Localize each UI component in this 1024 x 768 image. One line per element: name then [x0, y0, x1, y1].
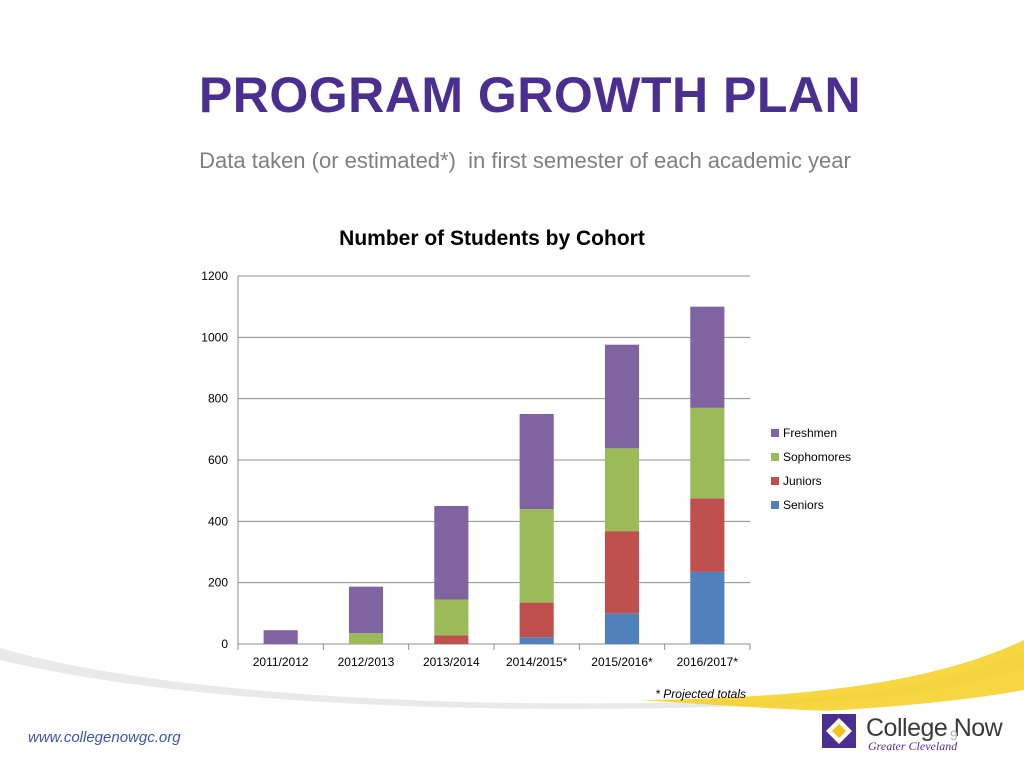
x-tick-label: 2015/2016* [591, 655, 653, 669]
y-tick-label: 0 [221, 637, 228, 651]
x-tick-label: 2011/2012 [253, 655, 309, 669]
y-tick-label: 1000 [201, 330, 228, 344]
page-number: 9 [950, 727, 958, 743]
bar-juniors-2 [434, 635, 469, 644]
slide-subtitle: Data taken (or estimated*) in first seme… [199, 148, 851, 173]
x-tick-label: 2012/2013 [338, 655, 395, 669]
bar-seniors-5 [690, 571, 725, 644]
bar-sophomores-5 [690, 407, 725, 499]
college-now-logo: College Now Greater Cleveland [822, 712, 1012, 753]
bar-freshmen-3 [519, 414, 554, 510]
legend-label-seniors: Seniors [783, 498, 824, 512]
chart-title: Number of Students by Cohort [339, 227, 645, 250]
stacked-bar-chart: Number of Students by Cohort 0 200 400 600 80… [201, 227, 851, 669]
legend-swatch-juniors [771, 477, 779, 485]
legend-swatch-seniors [771, 501, 779, 509]
bar-freshmen-5 [690, 306, 725, 408]
bar-freshmen-4 [604, 344, 640, 449]
legend-label-freshmen: Freshmen [783, 426, 837, 440]
logo-name: College Now [866, 714, 1003, 742]
bar-juniors-5 [690, 498, 725, 572]
bar-sophomores-2 [434, 599, 469, 636]
y-tick-label: 600 [208, 453, 228, 467]
y-tick-label: 400 [208, 514, 228, 528]
y-tick-label: 1200 [201, 269, 228, 283]
slide-title: PROGRAM GROWTH PLAN [198, 67, 862, 123]
chart-footnote: * Projected totals [655, 687, 746, 701]
logo-subtitle: Greater Cleveland [868, 739, 958, 753]
y-tick-label: 800 [208, 392, 228, 406]
logo-diamond-icon [822, 714, 856, 748]
bar-juniors-3 [519, 602, 554, 638]
legend-swatch-sophomores [771, 453, 779, 461]
bar-freshmen-1 [348, 586, 384, 634]
bar-seniors-4 [604, 613, 640, 644]
bar-freshmen-2 [434, 506, 469, 600]
bar-sophomores-4 [604, 448, 640, 532]
legend-label-sophomores: Sophomores [783, 450, 851, 464]
bar-sophomores-1 [348, 633, 384, 644]
legend-swatch-freshmen [771, 429, 779, 437]
bar-seniors-3 [519, 637, 554, 644]
bar-juniors-4 [604, 531, 640, 614]
legend-label-juniors: Juniors [783, 474, 822, 488]
x-tick-label: 2013/2014 [423, 655, 480, 669]
x-tick-label: 2016/2017* [677, 655, 739, 669]
x-tick-label: 2014/2015* [506, 655, 568, 669]
footer-url-link[interactable]: www.collegenowgc.org [28, 729, 181, 746]
bar-sophomores-3 [519, 509, 554, 603]
bar-freshmen-0 [263, 630, 298, 644]
y-tick-label: 200 [208, 576, 228, 590]
